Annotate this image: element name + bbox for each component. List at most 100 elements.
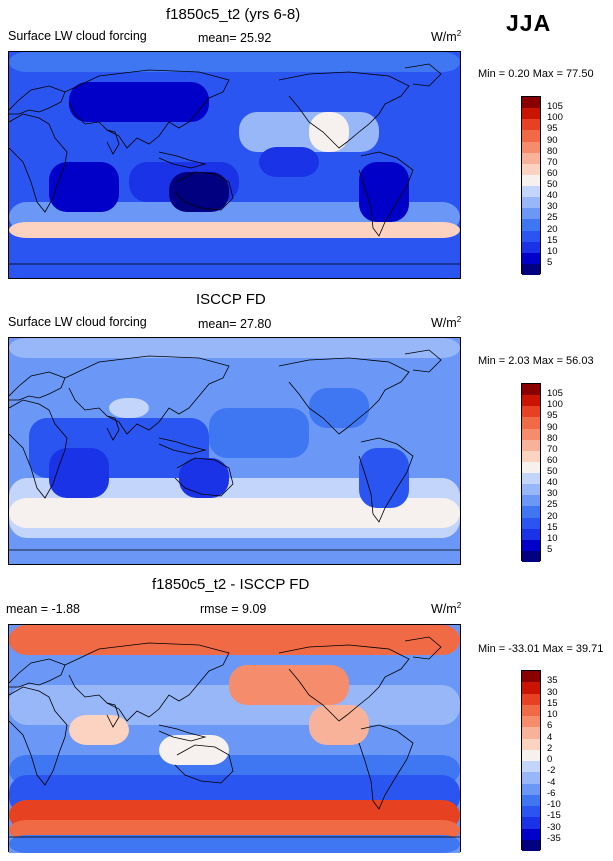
field-region <box>69 82 209 122</box>
coastline <box>278 357 410 435</box>
colorbar-tick-label: 15 <box>547 697 558 709</box>
colorbar-tick-label: 95 <box>547 123 558 135</box>
colorbar-swatch <box>522 828 540 840</box>
colorbar-swatch <box>522 473 540 485</box>
panel3-map-svg <box>9 625 460 853</box>
colorbar-swatch <box>522 97 540 109</box>
coastline <box>358 724 414 810</box>
colorbar-tick-label: 60 <box>547 167 558 179</box>
field-region <box>309 388 369 428</box>
colorbar-swatch <box>522 484 540 496</box>
coastline <box>278 644 410 722</box>
colorbar-tick-label: 90 <box>547 134 558 146</box>
panel1-units: W/m2 <box>431 29 461 44</box>
colorbar-swatch <box>522 241 540 253</box>
colorbar-swatch <box>522 671 540 683</box>
colorbar-swatch <box>522 384 540 396</box>
coastline <box>9 658 66 688</box>
colorbar-tick-label: 20 <box>547 223 558 235</box>
colorbar-tick-label: 70 <box>547 156 558 168</box>
field-region <box>69 715 129 745</box>
coastline <box>106 702 120 728</box>
colorbar-swatch <box>522 772 540 784</box>
colorbar-tick-label: 80 <box>547 432 558 444</box>
colorbar-tick-label: -4 <box>547 776 556 788</box>
panel1-title: f1850c5_t2 (yrs 6-8) <box>166 6 301 23</box>
panel3-stat: rmse = 9.09 <box>200 602 267 616</box>
colorbar-swatch <box>522 152 540 164</box>
colorbar-swatch <box>522 528 540 540</box>
coastline <box>106 129 120 155</box>
colorbar-tick-label: 90 <box>547 421 558 433</box>
coastline <box>278 71 410 149</box>
coastline <box>174 171 234 211</box>
colorbar-tick-label: -10 <box>547 799 561 810</box>
field-region <box>9 498 460 528</box>
coastline <box>9 113 68 213</box>
colorbar-swatch <box>522 495 540 507</box>
colorbar-tick-label: 105 <box>547 101 563 113</box>
colorbar-tick-label: 30 <box>547 488 558 500</box>
panel1-minmax: Min = 0.20 Max = 77.50 <box>478 68 594 80</box>
colorbar-swatch <box>522 252 540 264</box>
panel3-map <box>8 624 461 853</box>
colorbar-swatch <box>522 130 540 142</box>
field-region <box>309 705 369 745</box>
colorbar-swatch <box>522 163 540 175</box>
colorbar-swatch <box>522 428 540 440</box>
coastline <box>158 151 207 169</box>
colorbar-swatch <box>522 141 540 153</box>
colorbar-swatch <box>522 186 540 198</box>
colorbar-swatch <box>522 749 540 761</box>
colorbar-tick-label: 95 <box>547 410 558 422</box>
colorbar-swatch <box>522 716 540 728</box>
field-region <box>49 448 109 498</box>
panel1-stat: mean= 25.92 <box>198 31 272 45</box>
panel3-units: W/m2 <box>431 601 461 616</box>
colorbar-tick-label: 100 <box>547 399 563 411</box>
colorbar-swatch <box>522 794 540 806</box>
colorbar-tick-label: -35 <box>547 832 561 844</box>
colorbar-tick-label: 10 <box>547 709 558 720</box>
colorbar-swatch <box>522 517 540 529</box>
coastline <box>404 349 442 373</box>
field-region <box>359 162 409 222</box>
colorbar-tick-label: 5 <box>547 256 553 268</box>
panel1-left-label: Surface LW cloud forcing <box>8 29 147 43</box>
colorbar-tick-label: 5 <box>547 543 553 555</box>
colorbar-tick-label: 100 <box>547 112 563 124</box>
colorbar-swatch <box>522 761 540 773</box>
colorbar-swatch <box>522 461 540 473</box>
colorbar-swatch <box>522 174 540 186</box>
panel2-left-label: Surface LW cloud forcing <box>8 315 147 329</box>
colorbar-tick-label: -6 <box>547 787 556 799</box>
colorbar-tick-label: 15 <box>547 521 558 533</box>
panel3-minmax: Min = -33.01 Max = 39.71 <box>478 643 604 655</box>
coastline <box>9 686 68 786</box>
panel2-units-sup: 2 <box>456 315 462 324</box>
coastline <box>174 457 234 497</box>
colorbar-tick-label: 6 <box>547 720 553 732</box>
colorbar-tick-label: 50 <box>547 179 558 190</box>
field-region <box>359 448 409 508</box>
panel2-map-svg <box>9 338 460 564</box>
colorbar-swatch <box>522 783 540 795</box>
field-region <box>9 52 460 72</box>
colorbar-tick-label: 105 <box>547 388 563 400</box>
colorbar-tick-label: 70 <box>547 443 558 455</box>
coastline <box>174 744 234 784</box>
colorbar-tick-label: 40 <box>547 477 558 489</box>
field-region <box>259 147 319 177</box>
field-region <box>9 835 460 853</box>
field-region <box>9 338 460 358</box>
colorbar-tick-label: 20 <box>547 510 558 522</box>
field-region <box>159 735 229 765</box>
coastline <box>9 399 68 499</box>
panel3-units-text: W/m <box>431 602 457 617</box>
colorbar-swatch <box>522 439 540 451</box>
colorbar-swatch <box>522 550 540 562</box>
panel2-minmax: Min = 2.03 Max = 56.03 <box>478 355 594 367</box>
field-region <box>209 408 309 458</box>
colorbar-tick-label: 30 <box>547 686 558 698</box>
coastline <box>64 355 230 435</box>
